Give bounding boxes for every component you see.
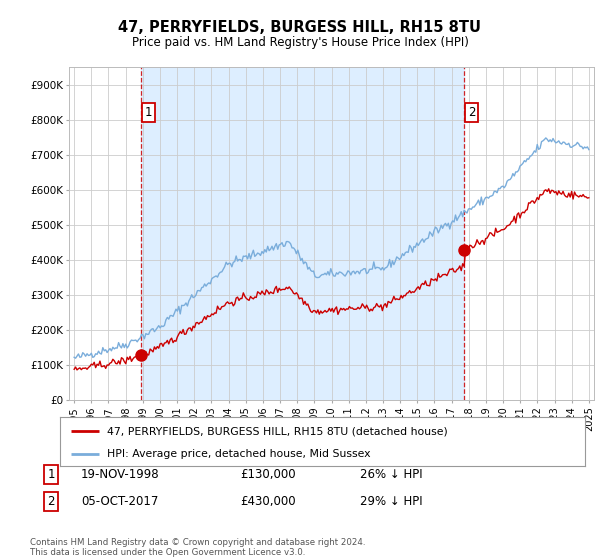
Text: 19-NOV-1998: 19-NOV-1998 (81, 468, 160, 482)
Text: 29% ↓ HPI: 29% ↓ HPI (360, 494, 422, 508)
Text: HPI: Average price, detached house, Mid Sussex: HPI: Average price, detached house, Mid … (107, 449, 371, 459)
Text: 1: 1 (145, 106, 152, 119)
Text: 26% ↓ HPI: 26% ↓ HPI (360, 468, 422, 482)
Text: £430,000: £430,000 (240, 494, 296, 508)
Bar (141, 67, 464, 400)
Text: 1: 1 (47, 468, 55, 482)
Text: 2: 2 (47, 494, 55, 508)
Text: 47, PERRYFIELDS, BURGESS HILL, RH15 8TU (detached house): 47, PERRYFIELDS, BURGESS HILL, RH15 8TU … (107, 426, 448, 436)
Text: 2: 2 (468, 106, 475, 119)
Text: Price paid vs. HM Land Registry's House Price Index (HPI): Price paid vs. HM Land Registry's House … (131, 36, 469, 49)
Text: 47, PERRYFIELDS, BURGESS HILL, RH15 8TU: 47, PERRYFIELDS, BURGESS HILL, RH15 8TU (119, 20, 482, 35)
Text: £130,000: £130,000 (240, 468, 296, 482)
Text: 05-OCT-2017: 05-OCT-2017 (81, 494, 158, 508)
Text: Contains HM Land Registry data © Crown copyright and database right 2024.
This d: Contains HM Land Registry data © Crown c… (30, 538, 365, 557)
